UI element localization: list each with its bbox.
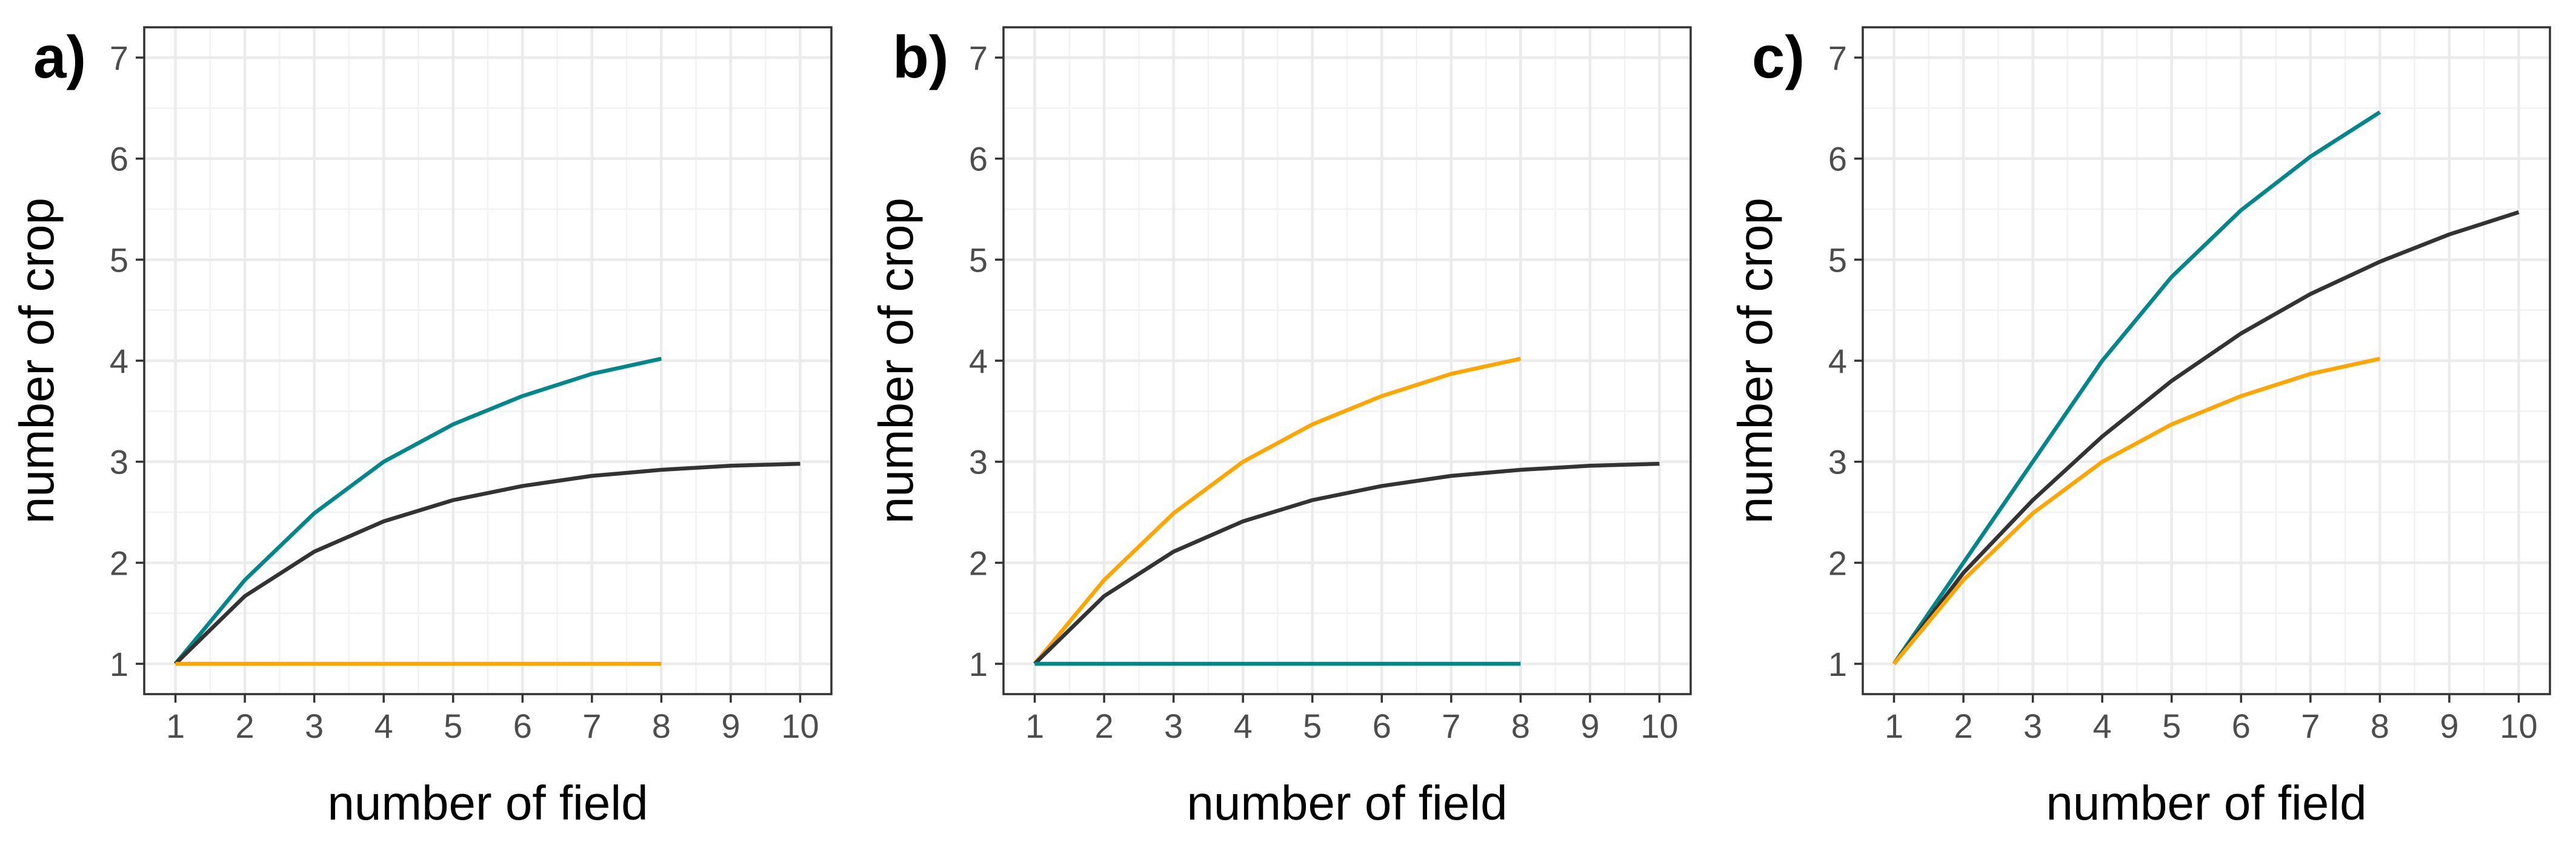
x-tick-label: 6 xyxy=(513,707,532,745)
y-tick-label: 6 xyxy=(969,140,988,178)
y-tick-label: 2 xyxy=(969,544,988,582)
x-tick-label: 4 xyxy=(374,707,393,745)
panel-label: a) xyxy=(33,24,86,90)
x-tick-label: 1 xyxy=(1885,707,1903,745)
chart-panel-3: 1 2 3 4 5 6 7 8 9 10 1 2 3 4 5 6 7 number of field number … xyxy=(1728,24,2551,830)
y-tick-label: 3 xyxy=(969,443,988,481)
x-tick-label: 7 xyxy=(1442,707,1460,745)
y-tick-label: 1 xyxy=(1828,645,1847,683)
panel-label: c) xyxy=(1752,24,1805,90)
series-line-2 xyxy=(174,461,800,666)
x-tick-label: 5 xyxy=(2162,707,2181,745)
series-line-3 xyxy=(1892,356,2381,666)
x-tick-label: 1 xyxy=(166,707,185,745)
chart-panel-1: 1 2 3 4 5 6 7 8 9 10 1 2 3 4 5 6 7 number of field number … xyxy=(10,24,833,830)
y-tick-label: 2 xyxy=(1828,544,1847,582)
x-axis-title: number of field xyxy=(327,776,648,830)
x-tick-label: 2 xyxy=(236,707,255,745)
x-tick-label: 10 xyxy=(781,707,819,745)
x-axis-title: number of field xyxy=(2046,776,2366,830)
y-tick-label: 2 xyxy=(110,544,128,582)
x-tick-label: 5 xyxy=(1303,707,1322,745)
x-tick-label: 10 xyxy=(1640,707,1678,745)
x-tick-label: 8 xyxy=(1511,707,1530,745)
x-tick-label: 5 xyxy=(444,707,462,745)
y-tick-label: 6 xyxy=(110,140,128,178)
y-tick-label: 1 xyxy=(969,645,988,683)
series-line-1 xyxy=(1033,356,1522,666)
y-axis-title: number of crop xyxy=(1728,198,1782,524)
series-line-1 xyxy=(173,356,662,666)
y-tick-label: 3 xyxy=(1828,443,1847,481)
series-line-2 xyxy=(1892,210,2520,665)
x-tick-label: 3 xyxy=(305,707,324,745)
x-tick-label: 4 xyxy=(2093,707,2112,745)
y-tick-label: 7 xyxy=(969,39,988,77)
x-tick-label: 6 xyxy=(2232,707,2251,745)
y-tick-label: 1 xyxy=(110,645,128,683)
x-tick-label: 1 xyxy=(1025,707,1044,745)
series-line-1 xyxy=(1892,110,2381,665)
x-tick-label: 7 xyxy=(582,707,601,745)
x-tick-label: 8 xyxy=(652,707,671,745)
x-tick-label: 3 xyxy=(2023,707,2042,745)
x-tick-label: 3 xyxy=(1164,707,1183,745)
y-tick-label: 5 xyxy=(110,241,128,279)
y-tick-label: 5 xyxy=(1828,241,1847,279)
series-line-2 xyxy=(1033,461,1660,666)
chart-panel-2: 1 2 3 4 5 6 7 8 9 10 1 2 3 4 5 6 7 number of field number … xyxy=(869,24,1692,830)
x-tick-label: 2 xyxy=(1095,707,1114,745)
x-tick-label: 2 xyxy=(1954,707,1973,745)
x-tick-label: 10 xyxy=(2500,707,2537,745)
y-axis-title: number of crop xyxy=(869,198,923,524)
y-tick-label: 6 xyxy=(1828,140,1847,178)
x-tick-label: 8 xyxy=(2371,707,2389,745)
panel-label: b) xyxy=(893,24,949,90)
x-tick-label: 7 xyxy=(2301,707,2320,745)
y-tick-label: 7 xyxy=(110,39,128,77)
x-tick-label: 9 xyxy=(1580,707,1599,745)
y-tick-label: 7 xyxy=(1828,39,1847,77)
x-tick-label: 9 xyxy=(721,707,740,745)
y-tick-label: 5 xyxy=(969,241,988,279)
y-tick-label: 4 xyxy=(110,342,128,380)
y-tick-label: 3 xyxy=(110,443,128,481)
x-axis-title: number of field xyxy=(1186,776,1507,830)
y-tick-label: 4 xyxy=(1828,342,1847,380)
x-tick-label: 9 xyxy=(2440,707,2458,745)
x-tick-label: 4 xyxy=(1234,707,1253,745)
y-axis-title: number of crop xyxy=(10,198,64,524)
x-tick-label: 6 xyxy=(1373,707,1391,745)
y-tick-label: 4 xyxy=(969,342,988,380)
